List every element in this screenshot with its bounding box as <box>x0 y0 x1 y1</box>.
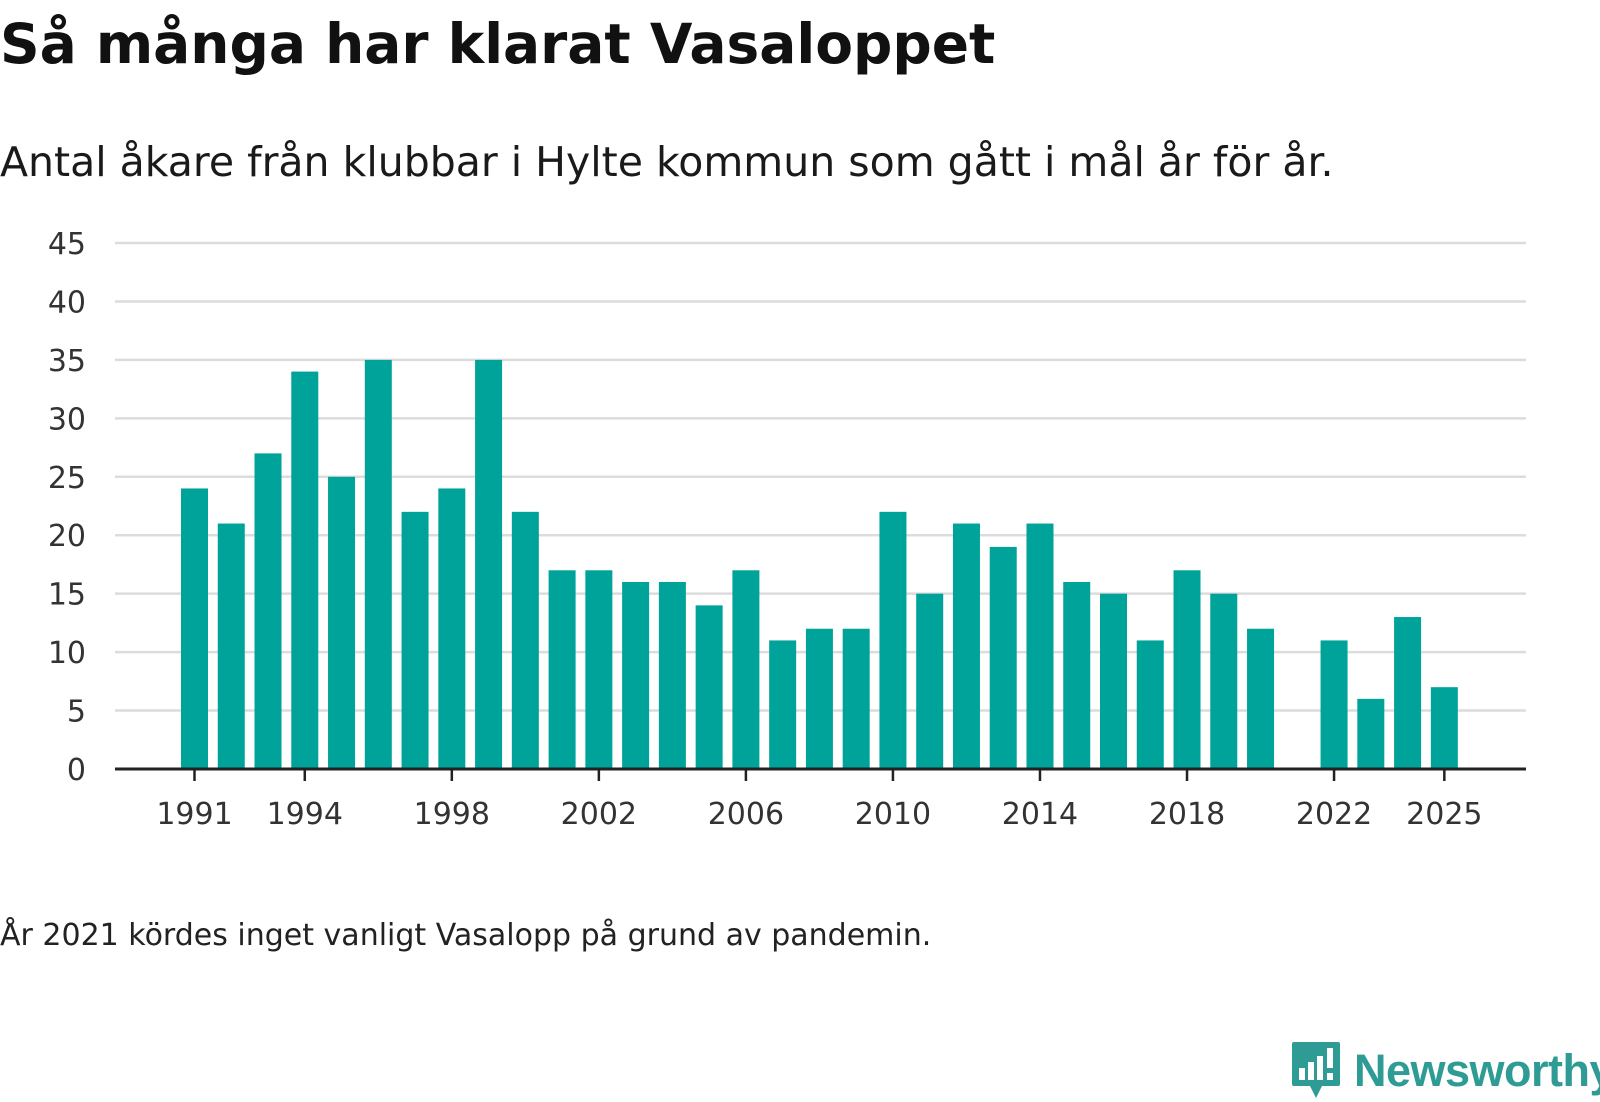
bar-2012 <box>952 523 980 769</box>
bar-2005 <box>695 605 723 769</box>
bar-chart-speech-bubble-icon <box>1292 1042 1340 1098</box>
bar-2003 <box>622 581 650 769</box>
bar-2004 <box>658 581 686 769</box>
x-axis <box>115 767 1526 781</box>
bar-2016 <box>1100 593 1127 769</box>
bar-1998 <box>438 488 466 769</box>
x-tick-label: 2018 <box>1149 797 1225 832</box>
bar-2007 <box>769 640 797 769</box>
bar-2006 <box>732 570 760 769</box>
bar-2015 <box>1063 581 1091 769</box>
y-tick-label: 20 <box>48 519 86 554</box>
x-axis-labels: 1991 1994 1998 2002 2006 2010 2014 2018 2022 2025 <box>156 797 1482 832</box>
bar-1995 <box>328 476 356 769</box>
chart-title: Så många har klarat Vasaloppet <box>0 12 996 76</box>
bar-2024 <box>1394 617 1422 769</box>
y-axis-labels: 0 5 10 15 20 25 30 35 40 45 <box>48 227 86 788</box>
newsworthy-logo: Newsworthy <box>1290 1040 1600 1102</box>
bar-1994 <box>291 371 319 769</box>
x-tick-label: 1994 <box>267 797 343 832</box>
bar-2013 <box>989 546 1017 769</box>
x-tick-label: 1998 <box>414 797 490 832</box>
bar-2017 <box>1136 640 1164 769</box>
chart-subtitle: Antal åkare från klubbar i Hylte kommun … <box>0 138 1334 186</box>
y-tick-label: 10 <box>48 636 86 671</box>
y-tick-label: 25 <box>48 461 86 496</box>
bar-2025 <box>1430 687 1458 769</box>
x-tick-label: 2022 <box>1296 797 1372 832</box>
bar-1991 <box>181 488 208 769</box>
bar-2019 <box>1210 593 1238 769</box>
bar-2008 <box>805 628 833 769</box>
bar-2023 <box>1357 698 1385 769</box>
y-tick-label: 45 <box>48 227 86 262</box>
bar-2002 <box>585 570 613 769</box>
bar-2001 <box>548 570 576 769</box>
x-tick-label: 1991 <box>156 797 232 832</box>
bar-1992 <box>217 523 245 769</box>
y-tick-label: 40 <box>48 285 86 320</box>
bar-2022 <box>1320 640 1348 769</box>
x-tick-label: 2014 <box>1002 797 1078 832</box>
y-tick-label: 15 <box>48 578 86 613</box>
bar-2014 <box>1026 523 1054 769</box>
bar-2011 <box>916 593 944 769</box>
y-tick-label: 5 <box>67 695 86 730</box>
x-tick-label: 2002 <box>561 797 637 832</box>
brand-name: Newsworthy <box>1354 1045 1600 1096</box>
bar-2009 <box>842 628 870 769</box>
bar-2010 <box>879 511 907 769</box>
bar-1997 <box>401 511 429 769</box>
x-tick-label: 2006 <box>708 797 784 832</box>
x-tick-label: 2010 <box>855 797 931 832</box>
y-tick-label: 30 <box>48 402 86 437</box>
bar-2018 <box>1173 570 1201 769</box>
bar-2000 <box>511 511 539 769</box>
bars <box>181 359 1458 769</box>
bar-1999 <box>475 359 503 769</box>
footnote: År 2021 kördes inget vanligt Vasalopp på… <box>0 918 932 953</box>
bar-1993 <box>254 453 282 769</box>
x-tick-label: 2025 <box>1406 797 1482 832</box>
bar-1996 <box>364 359 392 769</box>
y-tick-label: 35 <box>48 344 86 379</box>
y-tick-label: 0 <box>67 753 86 788</box>
bar-2020 <box>1247 628 1275 769</box>
